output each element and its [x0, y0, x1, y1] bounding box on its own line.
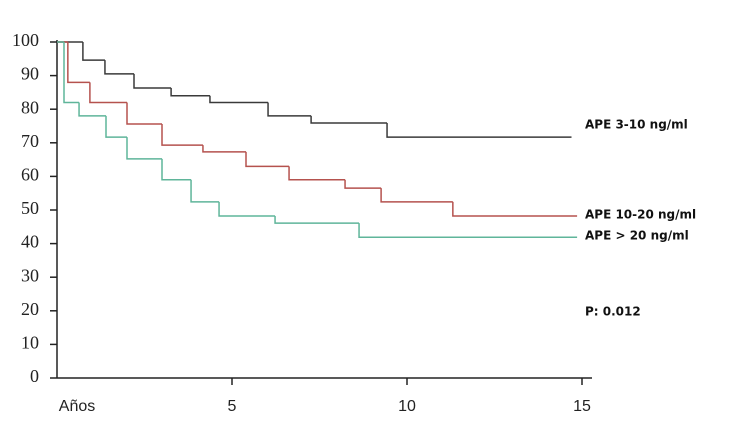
step-segment	[89, 82, 127, 104]
step-segment	[358, 223, 578, 238]
step-segment	[67, 42, 90, 84]
step-segment	[380, 188, 453, 203]
step-segment	[126, 102, 162, 125]
y-tick-label: 80	[21, 97, 39, 117]
step-segment	[82, 42, 105, 61]
y-tick-label: 100	[12, 30, 39, 50]
step-segment	[218, 201, 276, 217]
step-segment	[104, 60, 134, 75]
step-segment	[105, 115, 127, 138]
step-segment	[310, 115, 388, 124]
step-segment	[63, 42, 80, 104]
series-label: APE 10-20 ng/ml	[585, 208, 696, 222]
series-label: APE 3-10 ng/ml	[585, 118, 688, 132]
step-segment	[78, 102, 106, 117]
y-tick-label: 0	[30, 366, 39, 386]
step-segment	[170, 88, 210, 97]
annotation: P: 0.012	[585, 305, 641, 319]
step-segment	[209, 95, 269, 104]
x-tick-label: Años	[59, 398, 95, 415]
x-tick-label: 10	[398, 398, 416, 415]
step-segment	[161, 158, 192, 181]
series-label: APE > 20 ng/ml	[585, 229, 689, 243]
step-segment	[161, 123, 203, 146]
x-tick-label: 15	[573, 398, 591, 415]
step-segment	[274, 216, 360, 224]
step-segment	[386, 122, 572, 138]
y-tick-label: 20	[21, 299, 39, 319]
step-segment	[452, 201, 578, 217]
step-segment	[267, 102, 312, 117]
y-tick-label: 10	[21, 333, 39, 353]
y-tick-label: 90	[21, 64, 39, 84]
step-segment	[288, 166, 346, 181]
y-tick-label: 40	[21, 232, 39, 252]
step-segment	[202, 145, 246, 153]
step-segment	[126, 137, 162, 160]
step-segment	[245, 151, 290, 168]
step-segment	[344, 179, 382, 189]
y-tick-label: 60	[21, 165, 39, 185]
step-segment	[190, 179, 220, 203]
y-tick-label: 50	[21, 198, 39, 218]
y-tick-label: 30	[21, 265, 39, 285]
x-tick-label: 5	[228, 398, 237, 415]
step-segment	[133, 73, 172, 89]
y-tick-label: 70	[21, 131, 39, 151]
